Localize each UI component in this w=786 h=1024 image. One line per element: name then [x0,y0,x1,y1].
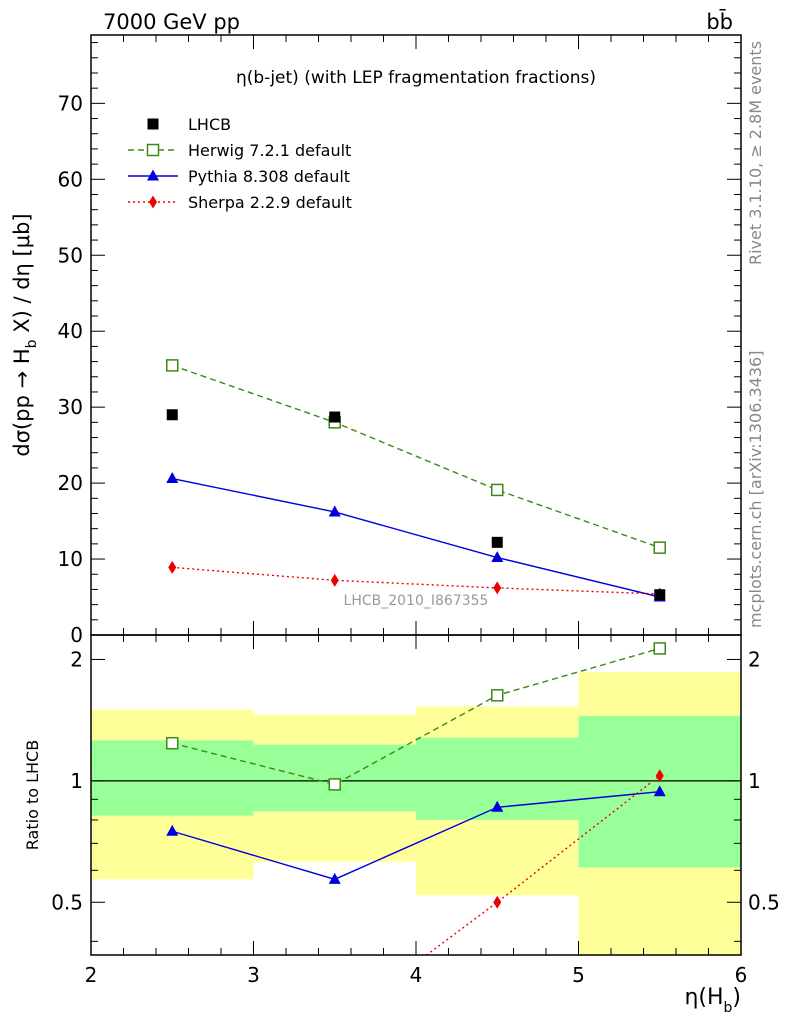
ratio-herwig-point [653,642,666,655]
ratio-xlabel-post: ) [732,985,741,1010]
ratio-xtick-label: 6 [735,963,748,987]
ratio-xtick-label: 2 [85,963,98,987]
ratio-ytick-label-left: 1 [70,769,83,793]
legend-sherpa-marker [149,195,157,209]
main-lhcb-point [491,536,503,548]
ratio-xtick-label: 5 [572,963,585,987]
legend-lhcb-label: LHCB [188,115,231,134]
ratio-ytick-label-left: 0.5 [51,890,83,914]
ratio-xtick-label: 4 [410,963,423,987]
analysis-watermark: LHCB_2010_I867355 [344,593,489,609]
ratio-ytick-label-left: 2 [70,647,83,671]
header-title: 7000 GeV pp [103,10,240,34]
main-ytick-label: 70 [58,91,83,115]
ratio-pythia-line [172,791,660,881]
ratio-xtick-label: 3 [247,963,260,987]
legend-sherpa-label: Sherpa 2.2.9 default [188,193,352,212]
main-ylabel-pre: dσ(pp → H [10,348,34,456]
main-pythia-point [166,472,179,484]
main-lhcb-point [166,409,178,421]
ratio-ylabel: Ratio to LHCB [23,740,42,850]
ratio-ytick-label-right: 2 [748,647,761,671]
ratio-pythia-point [491,800,504,812]
main-ytick-label: 50 [58,243,83,267]
main-ylabel-post: X) / dη [μb] [10,213,34,339]
ratio-herwig-point [166,736,179,750]
main-herwig-point [166,359,179,372]
ratio-sherpa-point [168,985,176,998]
legend-lhcb-marker [147,118,159,130]
main-ytick-label: 0 [70,623,83,647]
main-panel: 0 10 20 30 40 50 60 70 η(b-jet) (with LEP fragm… [10,34,742,647]
main-sherpa-point [330,573,339,587]
ratio-sherpa-point [655,769,664,783]
ratio-xlabel: η(Hb) [684,985,741,1016]
main-ytick-label: 10 [58,547,83,571]
main-ytick-label: 20 [58,471,83,495]
ratio-pythia-point [653,785,666,797]
ratio-sherpa-point [331,1017,339,1024]
main-lhcb-point [329,411,341,423]
ratio-pythia-point [166,824,179,836]
header-process: bb̄ [706,9,733,34]
legend-pythia-label: Pythia 8.308 default [188,167,350,186]
main-ytick-label: 60 [58,167,83,191]
main-title: η(b-jet) (with LEP fragmentation fractio… [236,68,596,88]
main-lhcb-point [654,589,666,601]
main-pythia-point [491,551,504,563]
ratio-herwig-line [172,647,660,786]
ratio-ytick-label-right: 0.5 [748,890,780,914]
ratio-sherpa-line [425,775,661,955]
ratio-sherpa-point [493,895,502,909]
main-ylabel-sub: b [24,339,40,348]
main-pythia-point [328,505,341,517]
legend-herwig-marker [146,143,160,157]
ratio-xlabel-pre: η(H [684,985,723,1010]
ratio-panel: 0.5 0.5 1 1 2 2 2 3 4 5 6 Ratio to LHCB η(Hb) [23,634,780,1024]
main-ylabel: dσ(pp → Hb X) / dη [μb] [10,213,40,456]
ratio-herwig-point [491,689,504,702]
main-ytick-label: 30 [58,395,83,419]
ratio-xlabel-sub: b [724,1000,733,1016]
mcplots-label: mcplots.cern.ch [arXiv:1306.3436] [746,351,765,628]
ratio-ytick-label-right: 1 [748,769,761,793]
ratio-band-inner [253,744,416,812]
main-herwig-line [172,364,660,549]
legend: LHCB Herwig 7.2.1 default Pythia 8.308 def… [128,115,352,212]
main-sherpa-line [172,566,660,595]
ratio-band-inner [91,740,254,816]
main-herwig-point [653,541,666,554]
main-sherpa-point [168,560,177,574]
ratio-herwig-point [328,778,341,791]
ratio-pythia-point [328,872,341,884]
main-ytick-label: 40 [58,319,83,343]
rivet-label: Rivet 3.1.10, ≥ 2.8M events [746,41,765,265]
legend-herwig-label: Herwig 7.2.1 default [188,141,351,160]
main-herwig-point [491,483,504,497]
legend-pythia-marker [147,169,159,181]
main-sherpa-point [493,581,502,595]
main-pythia-line [172,477,660,598]
